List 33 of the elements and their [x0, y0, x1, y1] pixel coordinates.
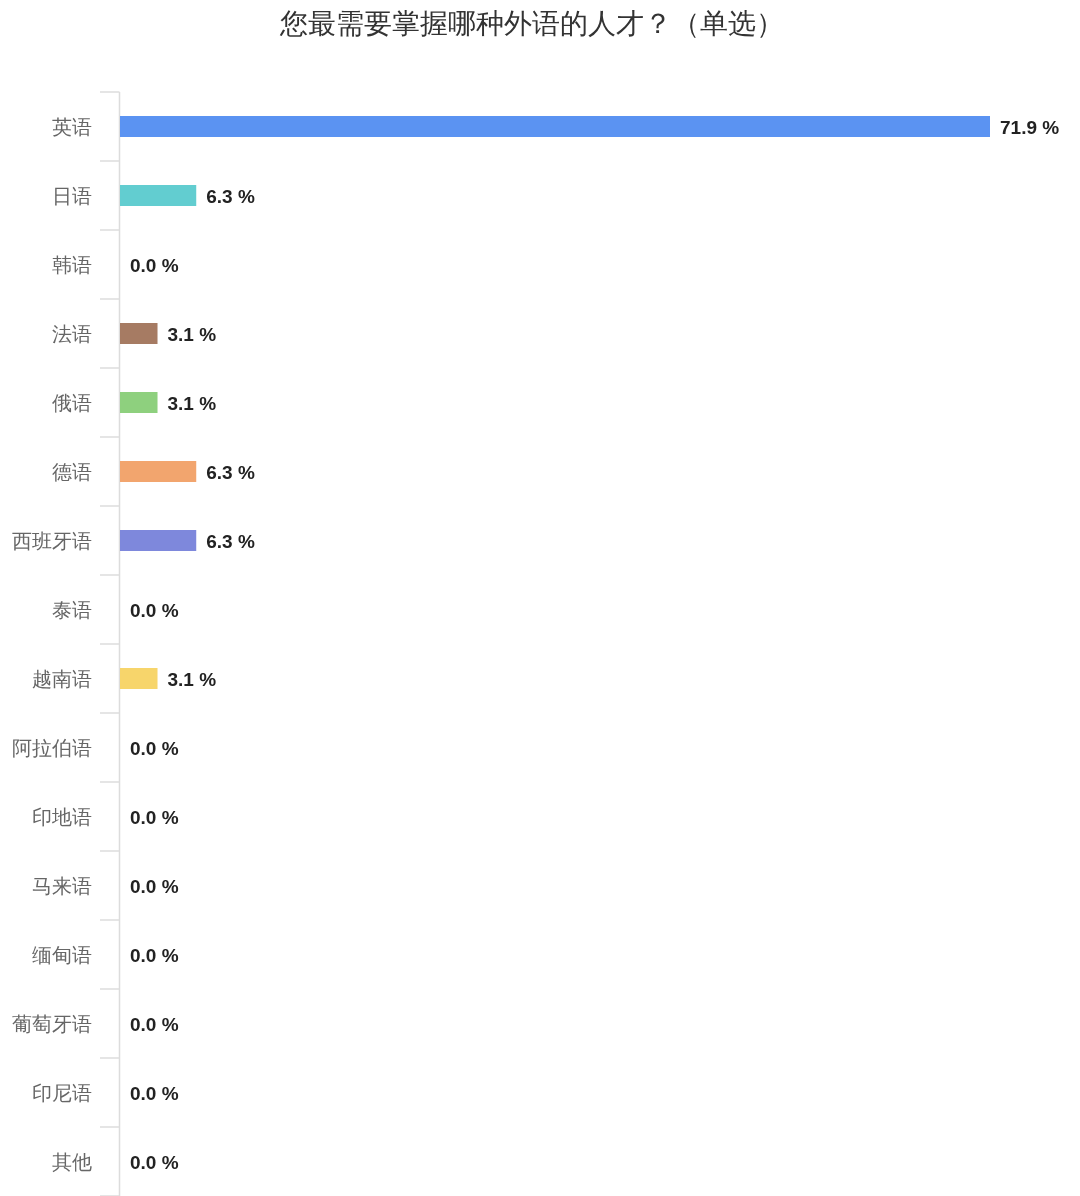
data-label: 3.1 % [167, 324, 217, 345]
category-label: 西班牙语 [12, 529, 92, 552]
data-label: 0.0 % [130, 945, 179, 966]
category-label: 印尼语 [32, 1081, 92, 1104]
data-label: 0.0 % [130, 255, 179, 276]
category-label: 日语 [52, 184, 92, 207]
category-label: 俄语 [52, 391, 92, 414]
data-label: 0.0 % [130, 1014, 179, 1035]
data-label: 3.1 % [167, 393, 217, 414]
category-label: 印地语 [32, 805, 92, 828]
category-label: 越南语 [32, 667, 92, 690]
data-label: 0.0 % [130, 807, 179, 828]
category-label: 英语 [52, 115, 92, 138]
category-label: 泰语 [52, 598, 92, 621]
category-label: 缅甸语 [32, 943, 92, 966]
data-label: 6.3 % [206, 186, 255, 207]
data-label: 6.3 % [206, 531, 255, 552]
category-label: 葡萄牙语 [12, 1012, 92, 1035]
category-label: 德语 [52, 460, 92, 483]
category-label: 法语 [52, 322, 92, 345]
category-label: 阿拉伯语 [12, 736, 92, 759]
data-label: 71.9 % [1000, 117, 1060, 138]
data-label: 0.0 % [130, 600, 179, 621]
data-label: 0.0 % [130, 738, 179, 759]
data-label: 0.0 % [130, 1152, 179, 1173]
data-label: 0.0 % [130, 1083, 179, 1104]
category-label: 其他 [52, 1150, 92, 1173]
title: 您最需要掌握哪种外语的人才？（单选） [280, 8, 784, 39]
category-label: 马来语 [32, 874, 92, 897]
data-label: 3.1 % [167, 669, 217, 690]
category-label: 韩语 [52, 253, 92, 276]
data-label: 6.3 % [206, 462, 255, 483]
data-label: 0.0 % [130, 876, 179, 897]
